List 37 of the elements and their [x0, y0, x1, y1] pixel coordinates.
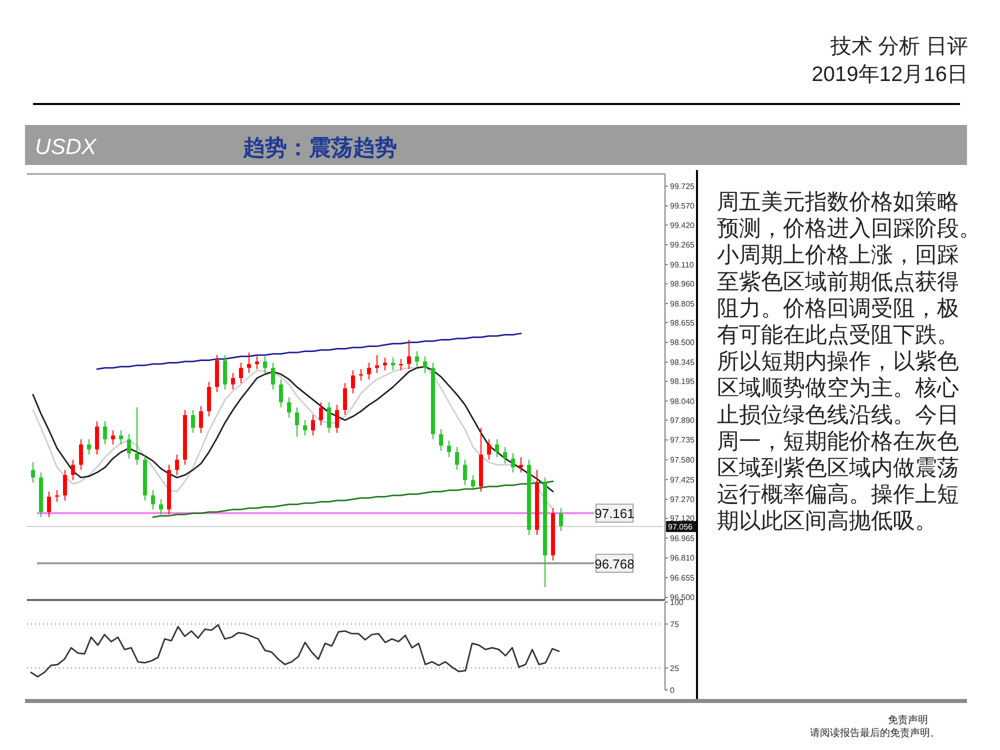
y-tick-label: 96.655 — [670, 573, 696, 582]
chart-title: USDX — [35, 134, 98, 159]
y-tick-label: 99.570 — [670, 202, 696, 211]
y-tick-label: 97.890 — [670, 416, 696, 425]
text: 2019年12月16日 — [812, 63, 968, 86]
y-tick-label: 98.500 — [670, 338, 696, 348]
ref-line-label: 96.768 — [594, 556, 634, 572]
y-tick-label: 25 — [670, 664, 680, 673]
y-tick-label: 97.270 — [670, 495, 696, 504]
y-tick-label: 98.040 — [670, 396, 696, 406]
y-tick-label: 99.265 — [670, 240, 696, 250]
text: 技术 分析 日评 — [829, 35, 968, 58]
y-tick-label: 96.810 — [670, 554, 696, 563]
ref-line-label: 97.161 — [594, 506, 634, 522]
ref-line-label: 97.056 — [668, 522, 694, 532]
y-tick-label: 97.735 — [670, 436, 696, 445]
text: 周五美元指数价格如策略预测，价格进入回踩阶段。小周期上价格上涨，回踩至紫色区域前期低点获得阻力。价格回调受阻，极有可能在此点受阻下跌。所以短期内操作，以紫色区域顺势做空为主。核心止损位绿色线沿线。今日周一，短期能价格在灰色区域到紫色区域内做震荡运行概率偏高。操作上短期以此区间高抛低吸。 — [717, 189, 981, 534]
y-tick-label: 97.425 — [670, 475, 696, 484]
y-tick-label: 98.960 — [670, 279, 696, 288]
y-tick-label: 97.580 — [670, 456, 696, 464]
y-tick-label: 99.110 — [670, 260, 694, 270]
text: 免责声明 — [888, 714, 928, 726]
line-series — [30, 624, 560, 678]
y-tick-label: 99.725 — [670, 182, 696, 191]
line-series — [152, 480, 554, 518]
y-tick-label: 97.120 — [670, 514, 696, 524]
y-tick-label: 98.345 — [670, 358, 696, 367]
y-tick-label: 98.655 — [670, 318, 696, 328]
y-tick-label: 98.195 — [670, 377, 696, 386]
chart-subtitle: 趋势：震荡趋势 — [242, 135, 397, 160]
line-series — [96, 332, 522, 370]
y-tick-label: 0 — [670, 686, 675, 695]
y-tick-label: 75 — [670, 620, 680, 629]
y-tick-label: 99.420 — [670, 220, 696, 230]
y-tick-label: 96.965 — [670, 534, 696, 543]
y-tick-label: 98.805 — [670, 299, 696, 308]
text: 请阅读报告最后的免责声明。 — [810, 727, 940, 739]
